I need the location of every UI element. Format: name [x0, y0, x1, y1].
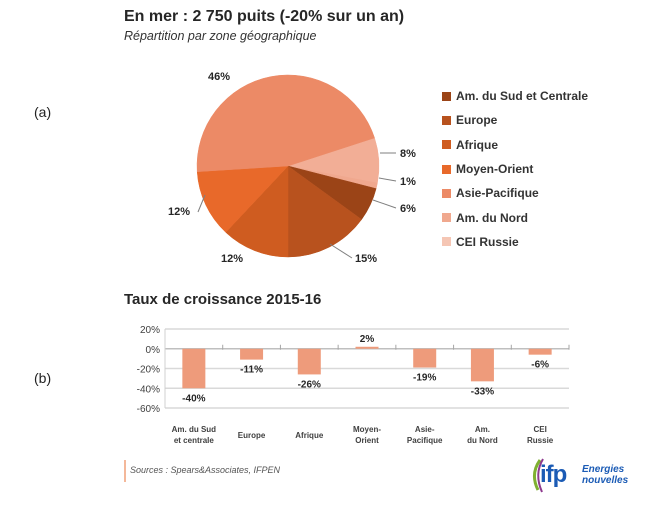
bar-ytick-label-neg60: -60% — [137, 404, 160, 415]
legend-label-cei-russie: CEI Russie — [456, 234, 519, 249]
bar-asie-pacifique — [413, 348, 437, 368]
bar-data-label-europe: -11% — [240, 365, 263, 376]
legend-label-europe: Europe — [456, 113, 498, 128]
bar-moyen-orient — [355, 346, 379, 349]
pie-leader-line-moyen-orient — [197, 194, 206, 213]
legend-label-afrique: Afrique — [456, 137, 498, 152]
bar-category-label-cei-russie: Russie — [527, 436, 554, 445]
legend-item-am-du-sud-et-centrale: Am. du Sud et Centrale — [442, 84, 588, 108]
legend-item-afrique: Afrique — [442, 133, 588, 157]
legend-item-europe: Europe — [442, 108, 588, 132]
bar-category-label-am-du-nord: Am. — [475, 425, 490, 434]
bar-data-label-afrique: -26% — [298, 379, 321, 390]
legend-swatch-europe — [442, 115, 451, 125]
pie-slice-asie-pacifique — [196, 74, 375, 172]
logo-swoosh-icon — [533, 458, 544, 493]
pie-data-label-moyen-orient: 12% — [168, 206, 190, 218]
logo-nouvelles-text: nouvelles — [582, 475, 629, 486]
bar-category-label-am-du-nord: du Nord — [467, 436, 498, 445]
legend-swatch-cei-russie — [442, 237, 451, 247]
bar-data-label-am-du-sud-et-centrale: -40% — [182, 393, 205, 404]
bar-category-label-moyen-orient: Moyen- — [353, 425, 381, 434]
pie-leader-line-am-du-sud-et-centrale — [372, 199, 397, 209]
bar-category-label-europe: Europe — [238, 431, 266, 440]
bar-category-label-asie-pacifique: Pacifique — [407, 436, 443, 445]
legend-swatch-moyen-orient — [442, 164, 451, 174]
bar-category-label-am-du-sud-et-centrale: Am. du Sud — [172, 425, 217, 434]
bar-europe — [240, 348, 264, 360]
pie-leader-line-europe — [329, 243, 353, 259]
legend-label-moyen-orient: Moyen-Orient — [456, 162, 534, 177]
legend-swatch-am-du-nord — [442, 213, 451, 223]
bar-data-label-asie-pacifique: -19% — [413, 373, 436, 384]
pie-data-label-am-du-sud-et-centrale: 6% — [400, 203, 416, 215]
sources-text: Sources : Spears&Associates, IFPEN — [130, 465, 281, 475]
pie-slice-europe — [287, 165, 362, 258]
bar-category-label-cei-russie: CEI — [533, 425, 546, 434]
bar-data-label-moyen-orient: 2% — [360, 334, 375, 345]
bar-am-du-sud-et-centrale — [182, 348, 206, 389]
pie-data-label-afrique: 12% — [221, 253, 243, 265]
bar-ytick-label-0: 0% — [146, 345, 161, 356]
pie-data-label-am-du-nord: 1% — [400, 176, 416, 188]
panel-label-b: (b) — [34, 370, 52, 386]
legend-swatch-afrique — [442, 140, 451, 150]
bar-category-label-afrique: Afrique — [295, 431, 324, 440]
sources-accent-bar — [124, 460, 126, 482]
legend-label-asie-pacifique: Asie-Pacifique — [456, 186, 539, 201]
bar-ytick-label-neg40: -40% — [137, 384, 160, 395]
pie-data-label-cei-russie: 8% — [400, 148, 416, 160]
legend-item-cei-russie: CEI Russie — [442, 230, 588, 254]
pie-slice-moyen-orient — [196, 165, 289, 233]
legend-swatch-asie-pacifique — [442, 188, 451, 198]
legend-swatch-am-du-sud-et-centrale — [442, 91, 451, 101]
logo-ifp-text: ifp — [540, 461, 567, 488]
panel-label-a: (a) — [34, 104, 52, 120]
legend-label-am-du-sud-et-centrale: Am. du Sud et Centrale — [456, 89, 589, 104]
bar-category-label-am-du-sud-et-centrale: et centrale — [174, 436, 215, 445]
legend-item-asie-pacifique: Asie-Pacifique — [442, 181, 588, 205]
bar-cei-russie — [528, 348, 552, 355]
bar-category-label-moyen-orient: Orient — [355, 436, 379, 445]
bar-ytick-label-neg20: -20% — [137, 365, 160, 376]
legend-item-am-du-nord: Am. du Nord — [442, 205, 588, 229]
logo-energies-text: Energies — [582, 464, 625, 475]
bar-category-label-asie-pacifique: Asie- — [415, 425, 435, 434]
legend-item-moyen-orient: Moyen-Orient — [442, 157, 588, 181]
bar-afrique — [297, 348, 321, 375]
bar-data-label-cei-russie: -6% — [531, 360, 549, 371]
pie-data-label-asie-pacifique: 46% — [208, 71, 230, 83]
pie-slice-afrique — [225, 165, 289, 258]
pie-leader-line-am-du-nord — [378, 177, 397, 182]
legend-label-am-du-nord: Am. du Nord — [456, 210, 528, 225]
bar-ytick-label-20: 20% — [140, 325, 160, 336]
pie-data-label-europe: 15% — [355, 253, 377, 265]
pie-legend: Am. du Sud et Centrale Europe Afrique Moyen… — [442, 84, 588, 254]
bar-data-label-am-du-nord: -33% — [471, 386, 494, 397]
pie-chart-title: En mer : 2 750 puits (-20% sur un an) — [124, 8, 405, 25]
bar-am-du-nord — [470, 348, 494, 382]
bar-chart-title: Taux de croissance 2015-16 — [124, 291, 322, 308]
pie-chart-subtitle: Répartition par zone géographique — [124, 29, 317, 43]
